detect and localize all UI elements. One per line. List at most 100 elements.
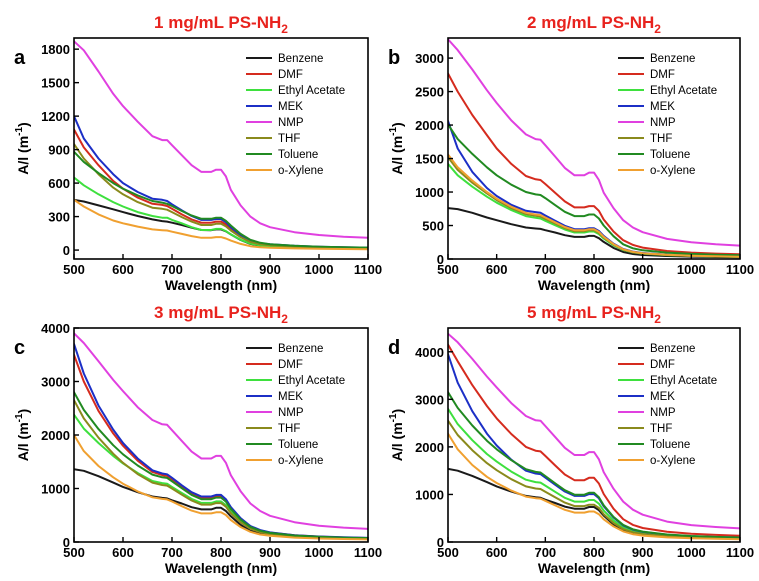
legend: Benzene DMF Ethyl Acetate MEK NMP THF Toluene o…: [618, 343, 717, 467]
legend-label: THF: [650, 423, 672, 435]
x-tick-label: 800: [210, 262, 232, 277]
series-line-thf: [74, 399, 368, 540]
legend: Benzene DMF Ethyl Acetate MEK NMP THF Toluene o…: [246, 343, 345, 467]
series-group: [74, 40, 368, 251]
y-axis-label-text: A/l (m: [15, 422, 31, 461]
y-tick-label: 2000: [41, 428, 70, 443]
panel-letter: b: [388, 47, 400, 69]
legend-label: NMP: [650, 117, 676, 129]
y-tick-label: 3000: [41, 375, 70, 390]
panel-title: 1 mg/mL PS-NH2: [154, 13, 288, 36]
series-line-toluene: [74, 391, 368, 540]
legend: Benzene DMF Ethyl Acetate MEK NMP THF Toluene o…: [246, 53, 345, 177]
series-group: [448, 332, 740, 541]
x-tick-label: 600: [486, 262, 508, 277]
y-tick-label: 0: [63, 535, 70, 550]
x-tick-label: 1000: [677, 262, 706, 277]
x-tick-label: 700: [161, 262, 183, 277]
panel-title-subscript: 2: [281, 312, 288, 326]
legend-label: Ethyl Acetate: [278, 375, 345, 387]
x-tick-label: 800: [583, 545, 605, 560]
y-tick-label: 900: [48, 143, 70, 158]
legend-label: NMP: [278, 407, 304, 419]
y-axis-label: A/l (m-1): [14, 122, 31, 174]
y-tick-label: 1500: [415, 152, 444, 167]
series-line-toluene: [74, 150, 368, 249]
x-tick-label: 1000: [677, 545, 706, 560]
y-axis-label-close: ): [15, 409, 31, 414]
panel-title-text: 2 mg/mL PS-NH: [527, 13, 654, 32]
y-tick-label: 3000: [415, 392, 444, 407]
series-line-ethyl-acetate: [448, 407, 740, 540]
y-tick-label: 1000: [415, 185, 444, 200]
legend-label: DMF: [650, 69, 675, 81]
plot-frame: [447, 37, 741, 260]
x-tick-label: 600: [112, 545, 134, 560]
y-axis-label-superscript: -1: [14, 413, 25, 422]
series-line-nmp: [74, 40, 368, 239]
y-tick-label: 4000: [415, 345, 444, 360]
x-tick-label: 900: [259, 545, 281, 560]
panel-letter: c: [14, 337, 25, 359]
y-tick-label: 0: [437, 535, 444, 550]
y-tick-label: 1800: [41, 42, 70, 57]
panel-title-text: 3 mg/mL PS-NH: [154, 303, 281, 322]
legend-label: NMP: [278, 117, 304, 129]
legend-label: DMF: [650, 359, 675, 371]
y-tick-label: 300: [48, 210, 70, 225]
x-tick-label: 900: [632, 262, 654, 277]
legend-label: Toluene: [278, 149, 318, 161]
legend-label: MEK: [278, 101, 303, 113]
legend-label: Benzene: [278, 53, 323, 65]
series-line-o-xylene: [448, 153, 740, 258]
legend-label: MEK: [650, 391, 675, 403]
legend-label: Ethyl Acetate: [650, 85, 717, 97]
legend-label: o-Xylene: [650, 165, 695, 177]
series-line-toluene: [448, 123, 740, 257]
legend-label: MEK: [650, 101, 675, 113]
plot-frame: [73, 37, 369, 260]
panel-title: 5 mg/mL PS-NH2: [527, 303, 661, 326]
y-axis-label-superscript: -1: [14, 127, 25, 136]
x-axis-label: Wavelength (nm): [538, 277, 650, 293]
x-axis-label: Wavelength (nm): [165, 560, 277, 576]
legend: Benzene DMF Ethyl Acetate MEK NMP THF Toluene o…: [618, 53, 717, 177]
y-axis-label: A/l (m-1): [388, 122, 405, 174]
x-tick-label: 500: [63, 545, 85, 560]
series-line-dmf: [448, 72, 740, 256]
x-tick-label: 1100: [354, 262, 382, 277]
y-tick-label: 1200: [41, 109, 70, 124]
x-tick-label: 900: [632, 545, 654, 560]
legend-label: THF: [278, 133, 300, 145]
legend-label: THF: [278, 423, 300, 435]
series-line-o-xylene: [74, 434, 368, 541]
legend-label: DMF: [278, 69, 303, 81]
series-line-dmf: [448, 343, 740, 537]
series-group: [74, 332, 368, 541]
series-line-thf: [74, 143, 368, 250]
plot-frame: [447, 327, 741, 543]
y-axis-label: A/l (m-1): [388, 409, 405, 461]
y-tick-label: 2000: [415, 118, 444, 133]
y-tick-label: 2500: [415, 85, 444, 100]
x-tick-label: 900: [259, 262, 281, 277]
panel-letter: d: [388, 337, 400, 359]
y-tick-label: 0: [437, 252, 444, 267]
x-tick-label: 1000: [305, 545, 334, 560]
y-axis-label-text: A/l (m: [389, 422, 405, 461]
legend-label: o-Xylene: [278, 165, 323, 177]
y-axis-label-text: A/l (m: [15, 136, 31, 175]
y-tick-label: 500: [422, 219, 444, 234]
x-tick-label: 800: [210, 545, 232, 560]
x-tick-label: 500: [63, 262, 85, 277]
x-tick-label: 500: [437, 262, 459, 277]
legend-label: THF: [650, 133, 672, 145]
panel-title-subscript: 2: [654, 312, 661, 326]
panel-title: 3 mg/mL PS-NH2: [154, 303, 288, 326]
y-axis-label-close: ): [15, 122, 31, 127]
x-tick-label: 500: [437, 545, 459, 560]
x-tick-label: 1100: [354, 545, 382, 560]
panel-c: 3 mg/mL PS-NH2 c 500 600 700 800 900 1000 1100 0 1…: [14, 303, 382, 576]
